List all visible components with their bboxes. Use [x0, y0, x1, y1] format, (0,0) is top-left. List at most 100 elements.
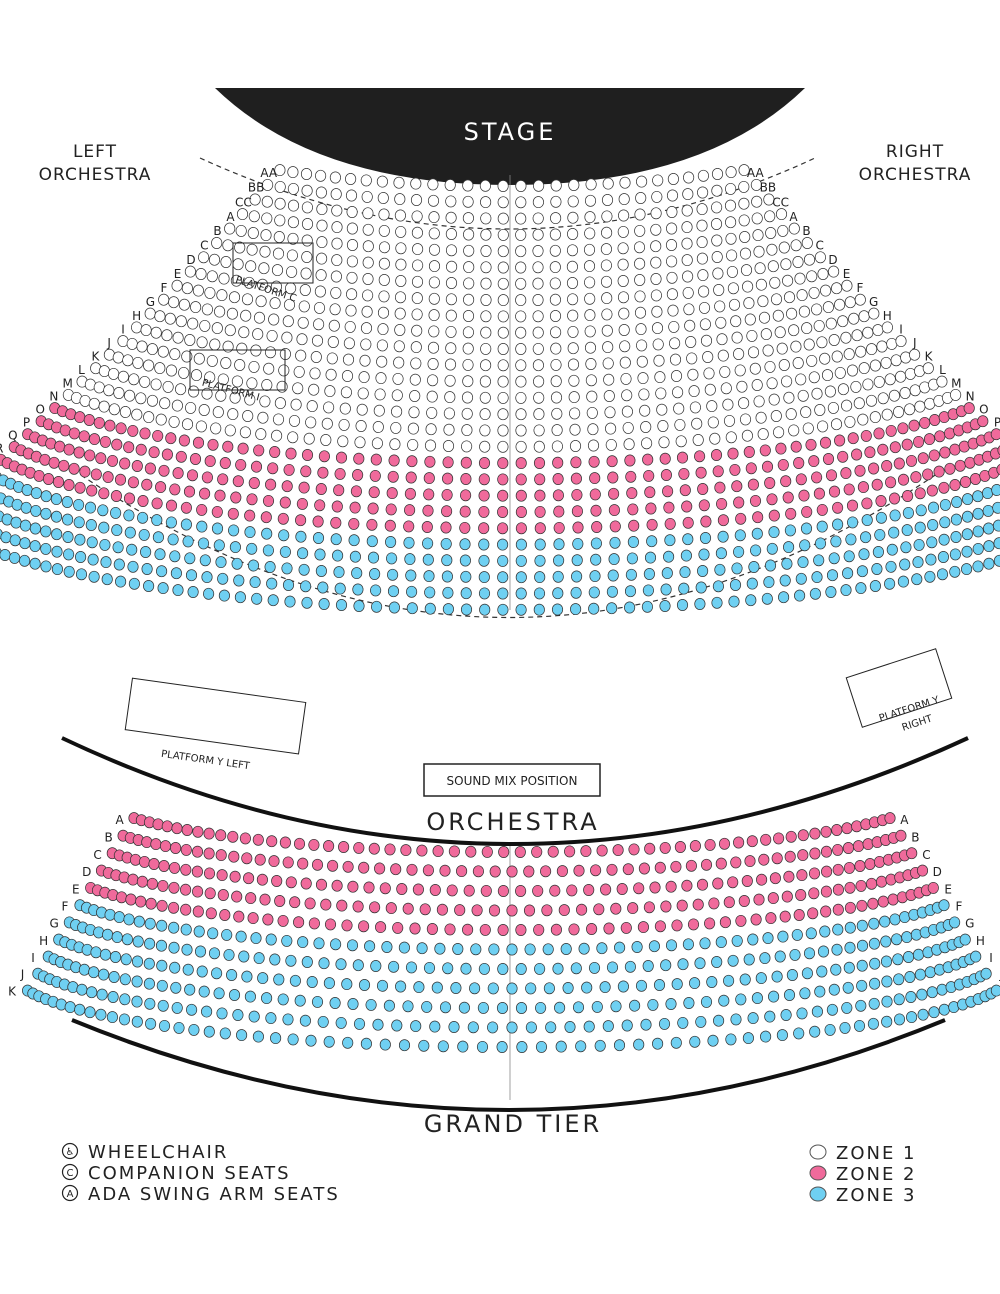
orchestra-seat-E-17[interactable]	[411, 292, 423, 305]
orchestra-seat-G-34[interactable]	[668, 320, 680, 333]
orchestra-seat-P-60[interactable]	[923, 433, 936, 446]
orchestra-seat-R-65[interactable]	[964, 456, 976, 469]
orchestra-seat-K-6[interactable]	[154, 362, 166, 375]
orchestra-seat-U-9[interactable]	[40, 507, 52, 520]
orchestra-seat-S-47[interactable]	[700, 515, 712, 528]
orchestra-seat-N-19[interactable]	[287, 431, 299, 444]
orchestra-seat-H-23[interactable]	[462, 342, 474, 355]
orchestra-seat-S-27[interactable]	[330, 516, 342, 529]
orchestra-seat-E-26[interactable]	[567, 293, 579, 306]
orchestra-seat-I-21[interactable]	[410, 357, 422, 370]
orchestra-seat-R-40[interactable]	[590, 504, 602, 517]
orchestra-seat-M-25[interactable]	[407, 422, 419, 435]
grand-tier-seat-D-56[interactable]	[876, 875, 888, 888]
orchestra-seat-N-37[interactable]	[605, 438, 617, 451]
orchestra-seat-Q-42[interactable]	[644, 486, 656, 499]
grand-tier-seat-G-46[interactable]	[743, 953, 755, 966]
grand-tier-seat-D-19[interactable]	[304, 897, 316, 910]
orchestra-seat-X-22[interactable]	[172, 584, 184, 597]
orchestra-seat-P-55[interactable]	[864, 446, 876, 459]
orchestra-seat-E-39[interactable]	[769, 276, 781, 289]
grand-tier-seat-C-46[interactable]	[756, 873, 768, 886]
orchestra-seat-M-26[interactable]	[425, 423, 437, 436]
orchestra-seat-BB-19[interactable]	[550, 195, 562, 208]
orchestra-seat-A-15[interactable]	[445, 228, 457, 240]
orchestra-seat-A-3[interactable]	[261, 212, 273, 225]
orchestra-seat-M-46[interactable]	[770, 410, 782, 422]
orchestra-seat-T-40[interactable]	[553, 538, 565, 551]
grand-tier-seat-G-23[interactable]	[335, 958, 347, 971]
grand-tier-seat-H-56[interactable]	[880, 955, 893, 968]
grand-tier-seat-H-41[interactable]	[653, 979, 666, 991]
orchestra-seat-A-12[interactable]	[395, 225, 407, 238]
orchestra-seat-I-3[interactable]	[150, 326, 162, 339]
orchestra-seat-S-12[interactable]	[98, 487, 110, 500]
grand-tier-seat-F-19[interactable]	[281, 934, 293, 947]
orchestra-seat-W-30[interactable]	[317, 581, 329, 594]
grand-tier-seat-I-55[interactable]	[869, 977, 881, 990]
orchestra-seat-P-5[interactable]	[68, 427, 80, 440]
orchestra-seat-J-34[interactable]	[620, 372, 632, 385]
grand-tier-seat-J-11[interactable]	[119, 993, 131, 1006]
orchestra-seat-V-7[interactable]	[10, 516, 22, 529]
orchestra-seat-W-45[interactable]	[588, 586, 600, 599]
orchestra-seat-X-12[interactable]	[40, 560, 52, 573]
orchestra-seat-H-14[interactable]	[311, 334, 324, 347]
orchestra-seat-D-25[interactable]	[566, 277, 579, 289]
grand-tier-seat-I-17[interactable]	[213, 987, 225, 1000]
orchestra-seat-T-69[interactable]	[991, 484, 1000, 496]
orchestra-seat-R-60[interactable]	[910, 471, 922, 484]
orchestra-seat-K-2[interactable]	[112, 351, 124, 364]
grand-tier-seat-E-20[interactable]	[308, 917, 320, 930]
orchestra-seat-BB-3[interactable]	[287, 182, 299, 195]
grand-tier-seat-K-26[interactable]	[342, 1036, 354, 1049]
orchestra-seat-U-43[interactable]	[590, 553, 602, 566]
orchestra-seat-P-54[interactable]	[851, 448, 863, 461]
orchestra-seat-V-32[interactable]	[369, 568, 381, 580]
orchestra-seat-X-9[interactable]	[9, 551, 21, 564]
orchestra-seat-G-3[interactable]	[178, 298, 190, 311]
orchestra-seat-N-58[interactable]	[914, 400, 926, 413]
grand-tier-seat-B-30[interactable]	[506, 865, 518, 878]
grand-tier-seat-C-21[interactable]	[347, 880, 359, 893]
orchestra-seat-W-40[interactable]	[497, 587, 509, 600]
orchestra-seat-T-66[interactable]	[962, 493, 974, 506]
orchestra-seat-D-14[interactable]	[378, 274, 390, 286]
orchestra-seat-J-38[interactable]	[687, 368, 699, 381]
grand-tier-seat-J-14[interactable]	[157, 999, 169, 1012]
orchestra-seat-U-57[interactable]	[830, 535, 842, 548]
orchestra-seat-G-38[interactable]	[730, 315, 742, 328]
orchestra-seat-J-24[interactable]	[444, 374, 456, 387]
orchestra-seat-O-9[interactable]	[127, 424, 139, 437]
grand-tier-seat-E-15[interactable]	[233, 910, 245, 923]
orchestra-seat-I-42[interactable]	[762, 344, 774, 357]
orchestra-seat-D-36[interactable]	[740, 264, 753, 277]
orchestra-seat-U-50[interactable]	[715, 547, 727, 560]
orchestra-seat-Q-55[interactable]	[854, 464, 866, 477]
orchestra-seat-F-1[interactable]	[171, 279, 183, 292]
orchestra-seat-C-18[interactable]	[463, 261, 475, 274]
orchestra-seat-D-18[interactable]	[445, 277, 458, 289]
grand-tier-seat-K-56[interactable]	[881, 1015, 893, 1028]
grand-tier-seat-I-28[interactable]	[402, 1000, 414, 1013]
orchestra-seat-T-6[interactable]	[21, 484, 33, 496]
orchestra-seat-N-14[interactable]	[210, 422, 222, 435]
grand-tier-seat-H-40[interactable]	[635, 979, 648, 992]
orchestra-seat-I-50[interactable]	[862, 326, 874, 339]
grand-tier-seat-D-7[interactable]	[146, 877, 158, 890]
orchestra-seat-N-38[interactable]	[623, 438, 635, 451]
orchestra-seat-X-48[interactable]	[624, 601, 636, 614]
orchestra-seat-K-21[interactable]	[374, 388, 386, 401]
orchestra-seat-Q-8[interactable]	[84, 449, 96, 462]
grand-tier-seat-E-50[interactable]	[807, 907, 819, 920]
orchestra-seat-W-65[interactable]	[912, 556, 924, 569]
orchestra-seat-H-15[interactable]	[327, 336, 339, 348]
grand-tier-seat-B-48[interactable]	[784, 850, 796, 863]
orchestra-seat-BB-2[interactable]	[274, 180, 286, 193]
grand-tier-seat-E-56[interactable]	[877, 895, 889, 908]
orchestra-seat-X-68[interactable]	[936, 568, 949, 581]
orchestra-seat-O-11[interactable]	[152, 429, 164, 442]
grand-tier-seat-D-10[interactable]	[180, 883, 192, 896]
orchestra-seat-U-7[interactable]	[20, 501, 32, 514]
grand-tier-seat-J-17[interactable]	[201, 1005, 213, 1018]
